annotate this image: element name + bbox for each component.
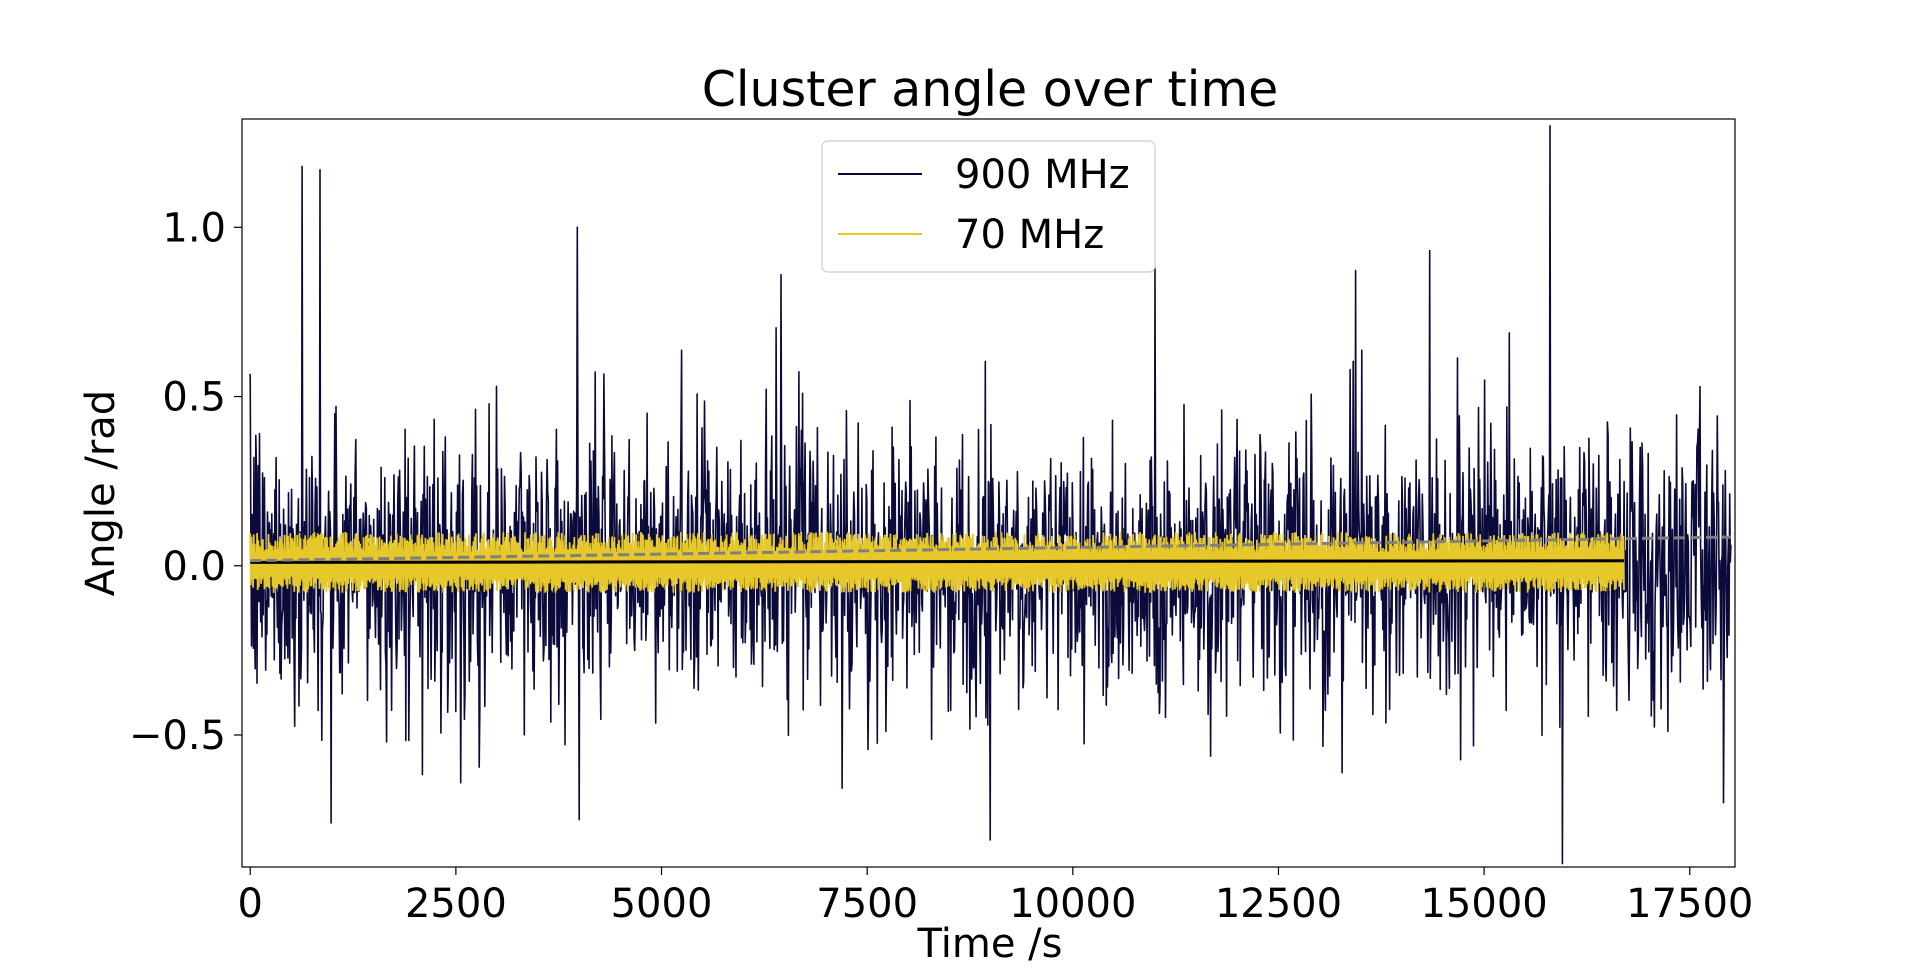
plot-area bbox=[249, 125, 1732, 865]
series-900mhz-line bbox=[249, 125, 1732, 865]
x-tick-label: 2500 bbox=[405, 881, 507, 927]
y-axis-label: Angle /rad bbox=[78, 390, 124, 596]
x-tick-label: 15000 bbox=[1420, 881, 1547, 927]
x-tick-label: 10000 bbox=[1009, 881, 1136, 927]
chart-title: Cluster angle over time bbox=[702, 61, 1279, 118]
x-tick-label: 5000 bbox=[611, 881, 713, 927]
y-tick-label: 0.5 bbox=[162, 375, 226, 421]
trend-line-dashed bbox=[250, 535, 1731, 563]
axes-frame bbox=[241, 118, 1736, 868]
legend: 900 MHz 70 MHz bbox=[821, 140, 1156, 273]
x-tick-label: 0 bbox=[237, 881, 262, 927]
x-axis-label: Time /s bbox=[917, 921, 1063, 967]
x-tick-label: 12500 bbox=[1215, 881, 1342, 927]
x-axis: 0 2500 5000 7500 10000 12500 15000 17500 bbox=[237, 867, 1753, 927]
mean-line-solid bbox=[250, 559, 1624, 564]
y-tick-label: −0.5 bbox=[129, 713, 226, 759]
y-tick-label: 0.0 bbox=[162, 544, 226, 590]
x-tick-label: 17500 bbox=[1626, 881, 1753, 927]
legend-900mhz-label: 900 MHz bbox=[955, 152, 1130, 198]
legend-70mhz-label: 70 MHz bbox=[955, 212, 1104, 258]
y-axis: −0.5 0.0 0.5 1.0 bbox=[129, 205, 242, 759]
x-tick-label: 7500 bbox=[816, 881, 918, 927]
y-tick-label: 1.0 bbox=[162, 205, 226, 251]
